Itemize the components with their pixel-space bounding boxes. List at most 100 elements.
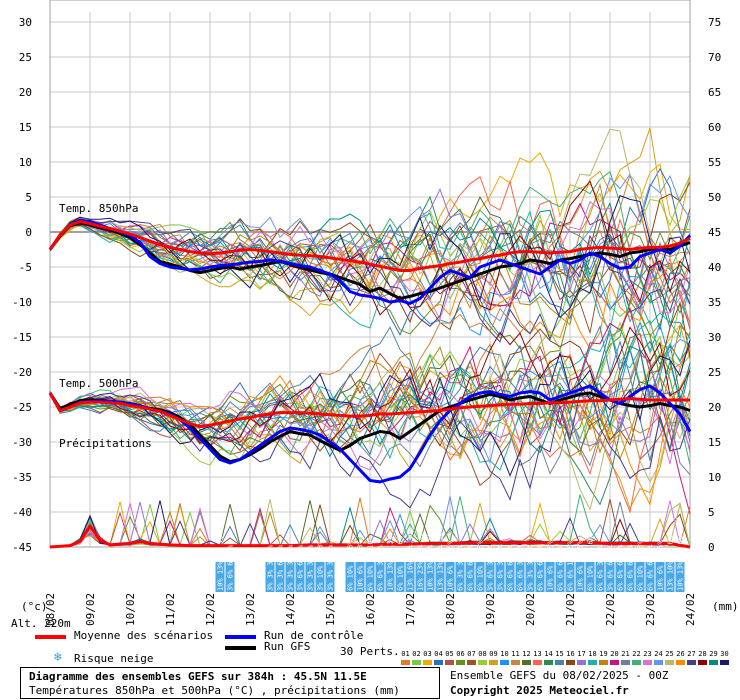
pert-label: 05 bbox=[445, 650, 454, 658]
pert-label: 18 bbox=[588, 650, 597, 658]
member-t500 bbox=[49, 307, 691, 454]
x-tick-label: 18/02 bbox=[444, 593, 457, 626]
pert-label: 20 bbox=[610, 650, 619, 658]
left-tick-label: 15 bbox=[19, 121, 32, 134]
snow-risk-bar bbox=[325, 562, 335, 592]
pert-label: 04 bbox=[434, 650, 443, 658]
member-t850 bbox=[49, 209, 691, 330]
snow-risk-bar bbox=[265, 562, 275, 592]
snow-risk-label: 6% 6% 6% 3% bbox=[617, 544, 625, 591]
series-precip-mean bbox=[49, 524, 691, 549]
pert-label: 25 bbox=[665, 650, 674, 658]
pert-swatch bbox=[412, 660, 421, 665]
pert-label: 03 bbox=[423, 650, 432, 658]
snow-risk-label: 3% 6% 3% 3% bbox=[487, 544, 495, 591]
legend-control-swatch bbox=[225, 635, 256, 639]
pert-swatch bbox=[665, 660, 674, 665]
snow-risk-bar bbox=[595, 562, 605, 592]
snow-risk-label: 6% 10% 6% 10% bbox=[367, 535, 375, 591]
pert-swatch bbox=[489, 660, 498, 665]
pert-swatch bbox=[555, 660, 564, 665]
x-tick-label: 10/02 bbox=[124, 593, 137, 626]
footer-copyright: Copyright 2025 Meteociel.fr bbox=[450, 684, 629, 697]
left-tick-label: 20 bbox=[19, 86, 32, 99]
snow-risk-label: 3% 3% 3% 3% bbox=[307, 544, 315, 591]
pert-swatch bbox=[676, 660, 685, 665]
right-tick-label: 65 bbox=[708, 86, 721, 99]
label-t850: Temp. 850hPa bbox=[59, 202, 138, 215]
pert-swatch bbox=[456, 660, 465, 665]
snow-risk-label: 10% 13% 6% 3% bbox=[387, 535, 395, 591]
x-tick-label: 20/02 bbox=[524, 593, 537, 626]
snow-risk-bar bbox=[385, 562, 395, 592]
left-tick-label: 0 bbox=[25, 226, 32, 239]
member-t500 bbox=[49, 333, 691, 487]
x-tick-label: 19/02 bbox=[484, 593, 497, 626]
pert-label: 08 bbox=[478, 650, 487, 658]
right-tick-label: 10 bbox=[708, 471, 721, 484]
snow-risk-bar bbox=[345, 562, 355, 592]
pert-label: 17 bbox=[577, 650, 586, 658]
plot-border bbox=[49, 0, 691, 548]
right-tick-label: 50 bbox=[708, 191, 721, 204]
snow-risk-label: 3% 6% 6% 3% bbox=[607, 544, 615, 591]
pert-label: 23 bbox=[643, 650, 652, 658]
pert-swatch bbox=[687, 660, 696, 665]
snow-risk-bar bbox=[495, 562, 505, 592]
snow-risk-bar bbox=[445, 562, 455, 592]
perts-label: 30 Perts. bbox=[340, 645, 400, 658]
snow-risk-label: 3% 3% 6% 3% bbox=[277, 544, 285, 591]
snow-risk-bar bbox=[635, 562, 645, 592]
pert-label: 24 bbox=[654, 650, 663, 658]
left-tick-label: -10 bbox=[12, 296, 32, 309]
footer-run: Ensemble GEFS du 08/02/2025 - 00Z bbox=[450, 669, 669, 682]
altitude-label: Alt. 220m bbox=[11, 617, 71, 630]
snow-risk-bar bbox=[435, 562, 445, 592]
snow-risk-label: 6% 6% 3% 3% bbox=[597, 544, 605, 591]
x-tick-label: 13/02 bbox=[244, 593, 257, 626]
x-tick-label: 17/02 bbox=[404, 593, 417, 626]
member-t500 bbox=[49, 352, 691, 511]
member-t850 bbox=[49, 195, 691, 319]
snow-risk-bar bbox=[455, 562, 465, 592]
right-tick-label: 5 bbox=[708, 506, 715, 519]
pert-swatch bbox=[654, 660, 663, 665]
snow-risk-bar bbox=[665, 562, 675, 592]
snow-risk-bar bbox=[575, 562, 585, 592]
member-t500 bbox=[49, 345, 691, 458]
member-t850 bbox=[49, 208, 691, 335]
member-t500 bbox=[49, 301, 691, 452]
snow-risk-label: 6% 6% 3% 3% bbox=[377, 544, 385, 591]
pert-swatch bbox=[599, 660, 608, 665]
x-tick-label: 21/02 bbox=[564, 593, 577, 626]
pert-swatch bbox=[566, 660, 575, 665]
snow-risk-bar bbox=[655, 562, 665, 592]
right-tick-label: 40 bbox=[708, 261, 721, 274]
member-t850 bbox=[49, 172, 691, 322]
pert-label: 28 bbox=[698, 650, 707, 658]
legend-snow-label: Risque neige bbox=[74, 652, 154, 665]
snow-risk-label: 6% 6% 6% 3% bbox=[507, 544, 515, 591]
snow-risk-label: 10% 13% 10% 6% bbox=[427, 531, 435, 591]
x-tick-label: 09/02 bbox=[84, 593, 97, 626]
legend-mean-label: Moyenne des scénarios bbox=[74, 629, 214, 642]
snow-risk-bar bbox=[305, 562, 315, 592]
pert-label: 06 bbox=[456, 650, 465, 658]
member-t500 bbox=[49, 300, 691, 439]
pert-swatch bbox=[610, 660, 619, 665]
right-tick-label: 35 bbox=[708, 296, 721, 309]
snow-risk-bar bbox=[565, 562, 575, 592]
pert-label: 19 bbox=[599, 650, 608, 658]
x-tick-label: 24/02 bbox=[684, 593, 697, 626]
pert-label: 27 bbox=[687, 650, 696, 658]
snow-risk-label: 10% 6% 6% 6% bbox=[577, 540, 585, 591]
pert-label: 22 bbox=[632, 650, 641, 658]
pert-swatch bbox=[423, 660, 432, 665]
pert-label: 10 bbox=[500, 650, 509, 658]
left-unit: (°c) bbox=[21, 600, 48, 613]
x-tick-label: 15/02 bbox=[324, 593, 337, 626]
member-t850 bbox=[49, 175, 691, 289]
snow-risk-label: 6% 6% 3% 3% bbox=[517, 544, 525, 591]
snow-risk-label: 6% 10% 6% 3% bbox=[637, 540, 645, 591]
